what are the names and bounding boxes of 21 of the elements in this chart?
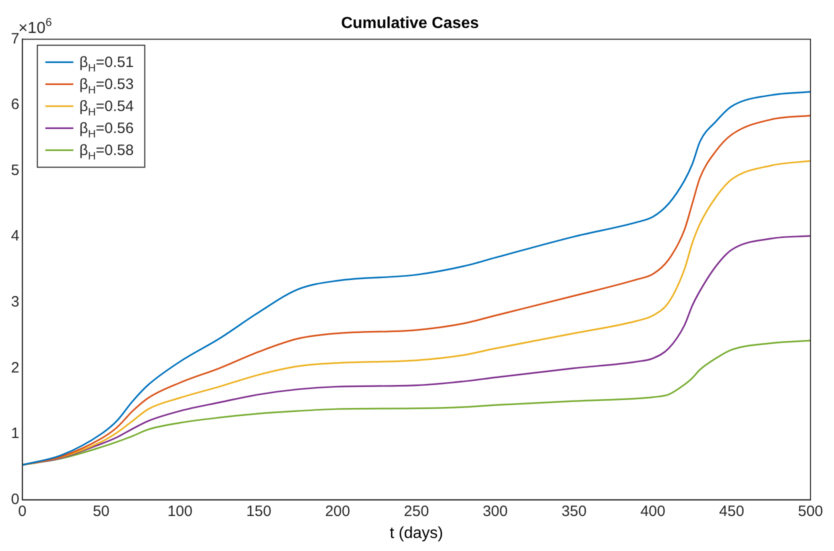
line-series (22, 340, 810, 466)
y-tick-label: 6 (11, 96, 20, 114)
y-tick-label: 7 (11, 30, 20, 48)
y-tick-label: 3 (11, 294, 20, 311)
x-tick-label: 100 (167, 502, 192, 520)
x-tick-label: 400 (640, 502, 666, 520)
x-tick-label: 350 (562, 502, 587, 520)
x-axis-title: t (days) (390, 524, 444, 542)
x-tick-label: 300 (482, 502, 508, 520)
x-tick-label: 250 (404, 502, 429, 520)
y-tick-label: 0 (11, 490, 20, 508)
x-tick-label: 450 (719, 502, 744, 520)
x-tick-label: 50 (92, 502, 110, 520)
y-tick-label: 4 (11, 228, 20, 245)
x-tick-label: 500 (798, 502, 823, 520)
y-tick-label: 2 (11, 359, 20, 376)
chart-title: Cumulative Cases (341, 15, 480, 32)
x-tick-label: 200 (325, 502, 350, 520)
y-tick-label: 1 (11, 425, 20, 442)
y-tick-label: 5 (11, 162, 20, 179)
x-tick-label: 150 (246, 502, 272, 520)
